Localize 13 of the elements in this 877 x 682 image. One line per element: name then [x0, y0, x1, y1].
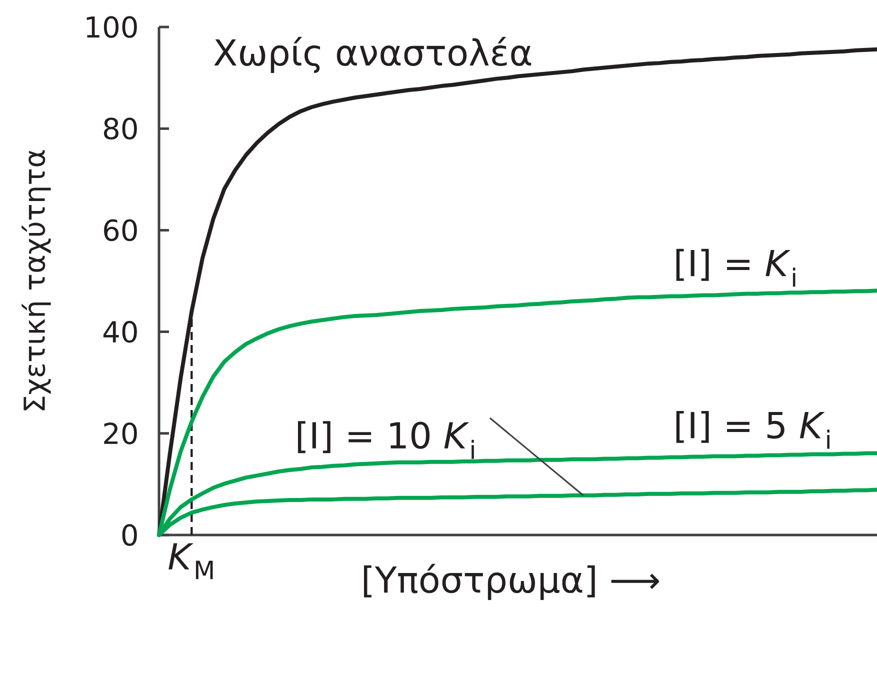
series-label: Χωρίς αναστολέα	[214, 36, 532, 74]
y-tick-label: 40	[103, 320, 137, 343]
y-tick-label: 0	[122, 524, 137, 546]
y-tick-label: 60	[104, 219, 137, 242]
x-axis-title: [Υπόστρωμα] ⟶	[364, 564, 659, 600]
series-label: [I] = K$_{i}$	[676, 248, 796, 287]
series-label: [I] = 5 K$_{i}$	[676, 410, 830, 449]
x-tick-label: K$_{M}$	[168, 543, 213, 580]
y-tick-label: 100	[86, 16, 137, 38]
y-tick-label: 20	[104, 422, 137, 444]
y-axis-title: Σχετική ταχύτητα	[22, 150, 51, 410]
y-tick-label: 80	[104, 118, 137, 140]
series-label: [I] = 10 K$_{i}$	[298, 421, 474, 459]
